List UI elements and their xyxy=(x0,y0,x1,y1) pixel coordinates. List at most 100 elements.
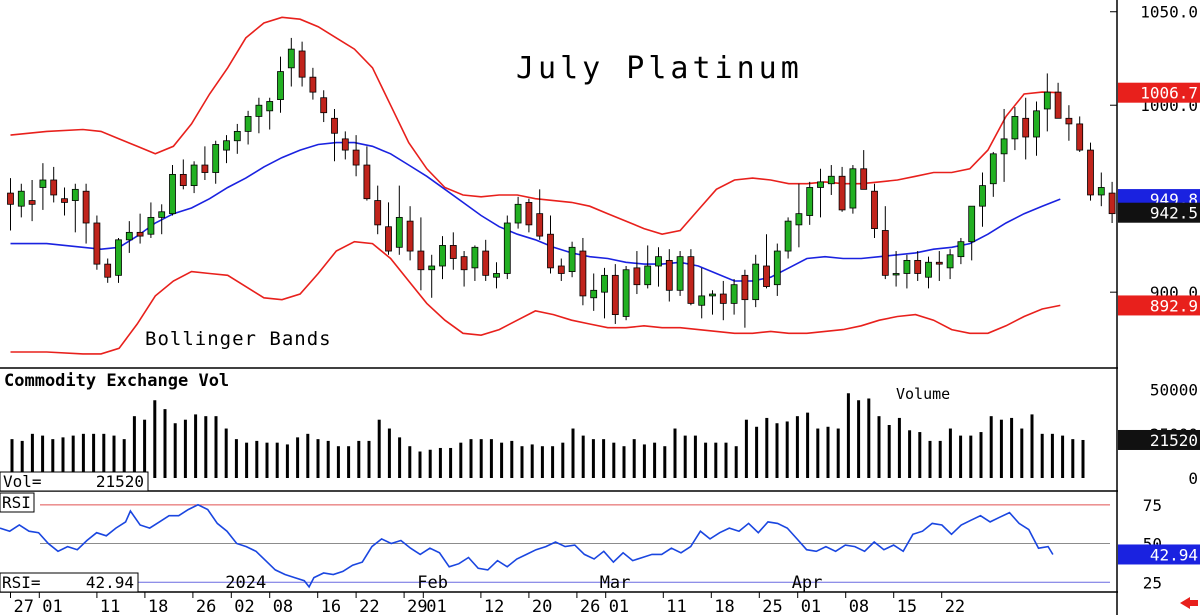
candle-body xyxy=(1108,192,1116,215)
candle-body xyxy=(687,256,695,304)
candle-body xyxy=(298,50,306,78)
candle-body xyxy=(925,261,932,278)
candle-body xyxy=(892,273,900,276)
volume-bars xyxy=(10,393,1085,478)
date-label: 08 xyxy=(849,597,869,615)
date-label: 11 xyxy=(100,597,120,615)
candle-body xyxy=(428,265,436,271)
rsi-line-group xyxy=(0,503,1054,589)
candle-body xyxy=(277,71,284,101)
candle-body xyxy=(115,239,122,276)
price-tag-label: 1006.7 xyxy=(1140,84,1198,103)
candle-body xyxy=(1076,123,1084,151)
candle-body xyxy=(147,216,155,235)
date-label: 18 xyxy=(714,597,734,615)
candle-body xyxy=(449,245,457,259)
candle-body xyxy=(860,168,868,190)
candle-body xyxy=(28,200,36,205)
date-label: 01 xyxy=(801,597,821,615)
candle-body xyxy=(773,250,781,286)
rsi-readout-value: 42.94 xyxy=(86,573,134,592)
candle-body xyxy=(784,220,792,252)
candle-body xyxy=(179,173,187,187)
candle-body xyxy=(806,187,814,216)
candle-body xyxy=(741,274,749,301)
candle-body xyxy=(611,274,619,316)
candle-body xyxy=(1000,138,1008,155)
candle-body xyxy=(644,265,652,286)
candle-body xyxy=(838,175,846,211)
date-label: 01 xyxy=(426,597,446,615)
scroll-left-arrow-icon[interactable] xyxy=(1180,597,1198,609)
candle-body xyxy=(1054,91,1062,119)
date-label: 01 xyxy=(42,597,62,615)
price-tag-label: 892.9 xyxy=(1150,296,1198,315)
candle-body xyxy=(417,250,425,271)
candle-body xyxy=(374,200,382,226)
candle-body xyxy=(568,246,576,273)
rsi-readout-box xyxy=(0,572,139,593)
candle-body xyxy=(7,192,14,205)
grid-lines xyxy=(10,11,1117,598)
date-label: 26 xyxy=(196,597,216,615)
candle-body xyxy=(590,289,598,299)
bollinger-label: Bollinger Bands xyxy=(145,328,332,350)
vol-readout-box xyxy=(0,471,149,492)
rsi-title-box xyxy=(0,492,35,513)
candle-body xyxy=(676,256,684,291)
candle-body xyxy=(968,205,976,243)
candle-body xyxy=(579,250,587,297)
rsi-tag-label: 42.94 xyxy=(1150,545,1198,564)
candle-body xyxy=(989,153,997,185)
month-label: 2024 xyxy=(225,573,266,593)
candle-body xyxy=(914,259,922,274)
bollinger-lower-line xyxy=(10,240,1061,355)
candle-body xyxy=(82,190,90,224)
volume-tag xyxy=(1118,429,1200,450)
candle-body xyxy=(633,267,641,286)
price-tag-label: 942.5 xyxy=(1150,204,1198,223)
candle-body xyxy=(169,173,176,215)
panel-frames xyxy=(0,0,1118,615)
candle-body xyxy=(871,190,878,230)
candle-body xyxy=(655,256,662,267)
candle-body xyxy=(935,261,943,265)
date-label: 27 xyxy=(14,597,34,615)
candle-body xyxy=(795,213,803,226)
rsi-tick-label: 75 xyxy=(1143,496,1162,515)
candle-body xyxy=(471,246,479,269)
date-label: 16 xyxy=(321,597,341,615)
date-label: 11 xyxy=(666,597,686,615)
candle-body xyxy=(719,293,727,304)
rsi-title: RSI xyxy=(2,493,31,512)
rsi-readout-label: RSI= xyxy=(2,573,41,592)
candle-body xyxy=(331,117,338,134)
volume-panel-title: Commodity Exchange Vol xyxy=(4,371,229,391)
candle-body xyxy=(622,269,630,317)
candle-body xyxy=(385,226,392,252)
candle-body xyxy=(255,104,263,117)
candle-body xyxy=(482,250,490,276)
candle-body xyxy=(1043,91,1051,110)
candle-body xyxy=(71,188,79,201)
candle-body xyxy=(158,211,166,218)
price-tick-label: 1050.0 xyxy=(1140,3,1198,22)
date-label: 22 xyxy=(945,597,965,615)
candle-body xyxy=(61,198,68,203)
candle-body xyxy=(212,144,220,173)
price-tag xyxy=(1118,295,1200,316)
candle-body xyxy=(536,213,544,237)
candle-body xyxy=(201,164,209,173)
volume-tag-label: 21520 xyxy=(1150,431,1198,450)
candle-body xyxy=(406,220,414,252)
candle-body xyxy=(39,179,47,188)
candle-body xyxy=(979,185,986,207)
candle-body xyxy=(104,263,112,278)
candle-body xyxy=(1011,116,1019,140)
candle-body xyxy=(363,164,371,200)
candle-body xyxy=(730,284,738,304)
candle-body xyxy=(665,259,673,291)
bollinger-upper-line xyxy=(10,16,1061,236)
date-label: 01 xyxy=(609,597,629,615)
candle-body xyxy=(223,140,230,151)
